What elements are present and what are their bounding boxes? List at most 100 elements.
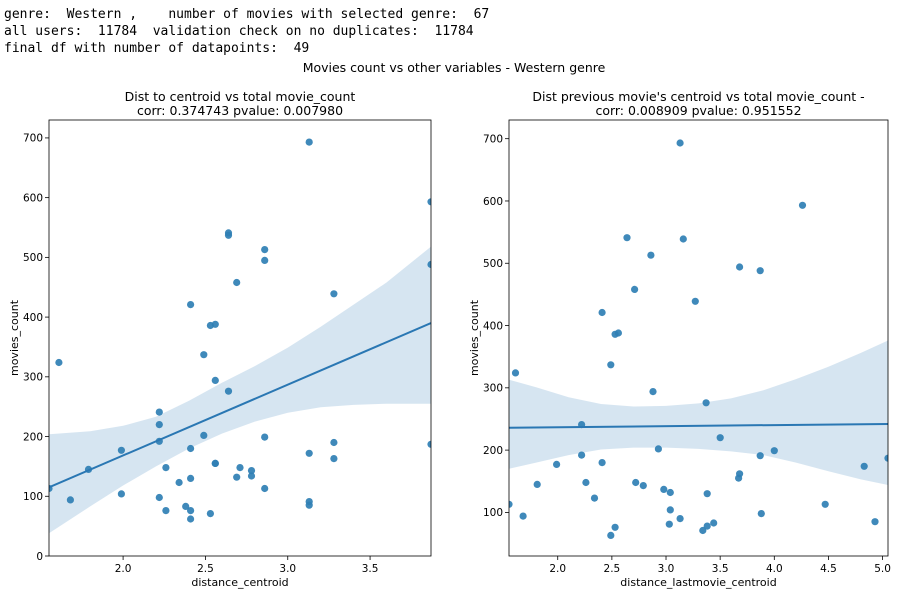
data-point xyxy=(676,515,684,523)
data-point xyxy=(757,509,765,518)
x-tick-label: 3.0 xyxy=(279,563,296,575)
data-point xyxy=(710,519,718,527)
data-point xyxy=(598,308,606,317)
console-output: genre: Western , number of movies with s… xyxy=(4,6,489,57)
x-tick-label: 2.0 xyxy=(549,563,566,575)
data-point xyxy=(735,474,743,482)
data-point xyxy=(647,251,655,259)
data-point xyxy=(509,500,513,508)
data-point xyxy=(533,480,541,488)
x-tick-label: 2.5 xyxy=(604,563,621,575)
y-tick-label: 500 xyxy=(23,252,43,264)
data-point xyxy=(860,462,868,470)
chart-title: Dist previous movie's centroid vs total … xyxy=(532,89,864,104)
data-point xyxy=(206,509,214,518)
data-point xyxy=(716,434,724,442)
chart-title: Dist to centroid vs total movie_count xyxy=(125,89,356,104)
data-point xyxy=(578,451,586,459)
confidence-band xyxy=(49,246,431,534)
data-point xyxy=(200,431,208,439)
data-point xyxy=(679,235,687,243)
data-point xyxy=(639,482,647,490)
data-point xyxy=(427,260,431,269)
y-tick-label: 700 xyxy=(23,133,43,145)
data-point xyxy=(632,478,640,487)
data-point xyxy=(187,474,195,482)
data-point xyxy=(703,522,711,530)
data-point xyxy=(182,502,190,510)
data-point xyxy=(55,358,63,367)
data-point xyxy=(884,454,888,462)
data-point xyxy=(211,320,219,328)
data-point xyxy=(703,490,711,498)
data-point xyxy=(770,447,778,455)
y-tick-label: 400 xyxy=(23,312,43,324)
x-tick-label: 2.5 xyxy=(197,563,214,575)
data-point xyxy=(736,263,744,271)
y-tick-label: 100 xyxy=(483,507,503,519)
data-point xyxy=(756,267,764,275)
y-tick-label: 200 xyxy=(23,431,43,443)
x-tick-label: 4.5 xyxy=(820,563,837,575)
regression-line xyxy=(509,422,888,429)
data-point xyxy=(511,369,520,377)
data-point xyxy=(582,478,590,487)
console-line: all users: 11784 validation check on no … xyxy=(4,24,474,39)
x-tick-label: 2.0 xyxy=(115,563,132,575)
data-point xyxy=(187,507,195,515)
data-point xyxy=(247,467,256,475)
data-point xyxy=(211,376,219,384)
data-point xyxy=(305,501,313,509)
data-point xyxy=(233,473,241,481)
data-point xyxy=(598,459,606,467)
data-point xyxy=(155,421,163,429)
data-point xyxy=(236,464,244,472)
left-scatter-plot: Dist to centroid vs total movie_countcor… xyxy=(8,89,432,589)
data-point xyxy=(649,388,657,396)
console-line: genre: Western , number of movies with s… xyxy=(4,7,490,22)
data-point xyxy=(666,488,674,497)
data-point xyxy=(691,297,699,305)
data-point xyxy=(261,246,269,254)
data-point xyxy=(607,361,615,369)
data-point xyxy=(666,506,674,514)
data-point xyxy=(798,201,807,209)
y-tick-label: 100 xyxy=(23,491,43,503)
figure-suptitle: Movies count vs other variables - Wester… xyxy=(302,60,606,75)
data-point xyxy=(305,449,313,457)
chart-subtitle: corr: 0.008909 pvalue: 0.951552 xyxy=(595,103,801,118)
data-point xyxy=(699,526,707,535)
confidence-band xyxy=(509,340,888,485)
data-point xyxy=(117,490,125,498)
x-tick-label: 3.0 xyxy=(658,563,675,575)
data-point xyxy=(261,256,269,264)
data-point xyxy=(607,531,615,540)
data-point xyxy=(261,484,269,493)
data-point xyxy=(665,520,673,528)
data-point xyxy=(553,460,561,468)
y-tick-label: 700 xyxy=(483,133,503,145)
data-point xyxy=(187,515,195,523)
data-point xyxy=(654,445,663,453)
y-tick-label: 200 xyxy=(483,445,503,457)
chart-subtitle: corr: 0.374743 pvalue: 0.007980 xyxy=(137,103,343,118)
y-axis-label: movies_count xyxy=(468,299,481,376)
data-point xyxy=(702,399,710,407)
data-point xyxy=(162,464,170,472)
console-line: final df with number of datapoints: 49 xyxy=(4,41,310,56)
data-point xyxy=(676,139,684,147)
data-point xyxy=(211,459,219,467)
right-scatter-plot: Dist previous movie's centroid vs total … xyxy=(468,89,891,589)
data-point xyxy=(623,234,631,242)
data-point xyxy=(224,231,233,239)
y-tick-label: 600 xyxy=(483,196,503,208)
data-point xyxy=(821,500,829,508)
data-point xyxy=(871,518,879,526)
data-point xyxy=(66,496,74,504)
x-tick-label: 3.5 xyxy=(362,563,379,575)
data-point xyxy=(224,387,233,395)
y-tick-label: 400 xyxy=(483,320,503,332)
x-tick-label: 4.0 xyxy=(766,563,783,575)
data-point xyxy=(187,444,195,453)
